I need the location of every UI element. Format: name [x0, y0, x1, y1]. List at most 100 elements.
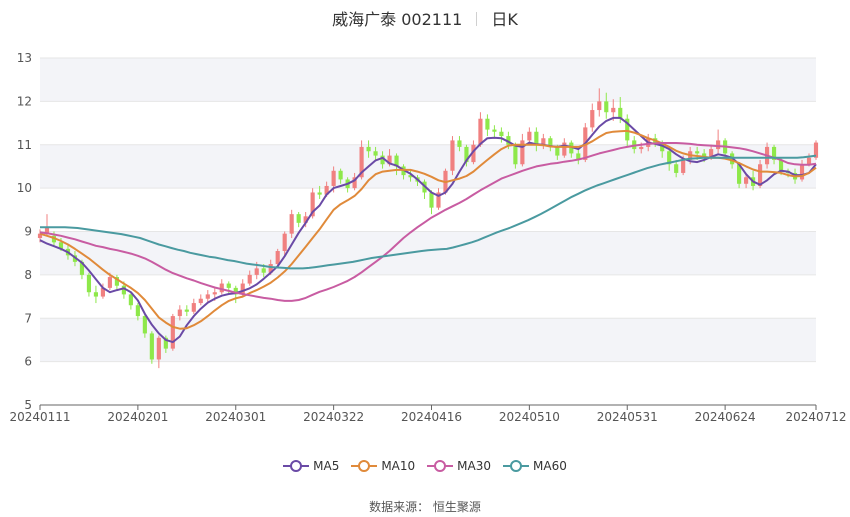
- candle-down: [233, 287, 238, 295]
- candle-down: [702, 153, 707, 158]
- x-tick-label: 20240531: [597, 410, 658, 424]
- legend-item-ma5[interactable]: MA5: [283, 459, 339, 473]
- candle-up: [471, 144, 476, 163]
- ma60-line: [40, 154, 817, 270]
- legend-label: MA30: [457, 459, 492, 473]
- period-label: 日K: [491, 10, 518, 29]
- candle-up: [541, 138, 546, 145]
- candle-up: [156, 337, 161, 360]
- candle-up: [268, 264, 273, 273]
- candle-down: [51, 235, 57, 243]
- candle-up: [219, 283, 224, 293]
- candle-down: [184, 309, 189, 312]
- background-band: [40, 144, 816, 189]
- background-bands: [40, 58, 816, 362]
- candle-up: [597, 101, 602, 111]
- candle-up: [247, 274, 252, 284]
- legend-item-ma60[interactable]: MA60: [503, 459, 567, 473]
- y-tick-label: 9: [24, 225, 32, 239]
- y-tick-label: 5: [24, 398, 32, 412]
- candle-up: [44, 227, 50, 234]
- legend: MA5 MA10 MA30 MA60: [0, 459, 850, 473]
- candle-down: [737, 164, 742, 184]
- x-tick-label: 20240322: [303, 410, 364, 424]
- candle-up: [359, 146, 364, 178]
- candle-down: [373, 151, 378, 156]
- candle-up: [289, 214, 294, 234]
- x-tick-label: 20240624: [695, 410, 756, 424]
- candle-up: [303, 216, 308, 223]
- candle-down: [695, 151, 700, 154]
- x-tick-label: 20240111: [9, 410, 70, 424]
- candle-down: [604, 101, 609, 113]
- candle-down: [114, 277, 119, 286]
- candle-down: [778, 159, 784, 171]
- y-tick-label: 7: [24, 311, 32, 325]
- candle-up: [331, 170, 336, 186]
- candle-up: [716, 140, 721, 150]
- candle-down: [485, 118, 490, 130]
- candle-down: [534, 131, 539, 145]
- candle-down: [93, 292, 99, 297]
- candle-up: [310, 192, 315, 217]
- candle-up: [107, 277, 112, 288]
- candle-down: [121, 285, 126, 295]
- legend-marker: [503, 460, 530, 472]
- candle-down: [464, 146, 469, 163]
- legend-label: MA5: [313, 459, 340, 473]
- ma30-line: [39, 142, 817, 302]
- candle-up: [681, 159, 686, 173]
- candle-down: [576, 153, 581, 160]
- candle-up: [177, 309, 182, 317]
- candle-down: [142, 316, 147, 334]
- candle-down: [674, 164, 679, 173]
- candle-up: [799, 164, 805, 180]
- x-axis: 20240111 20240201 20240301 20240322 20240416…: [9, 404, 847, 424]
- y-tick-label: 10: [17, 181, 32, 195]
- candle-up: [352, 177, 357, 189]
- candle-down: [506, 136, 511, 145]
- legend-item-ma30[interactable]: MA30: [427, 459, 491, 473]
- candle-down: [296, 214, 301, 223]
- y-tick-label: 13: [17, 51, 32, 65]
- candle-down: [338, 170, 343, 180]
- x-tick-label: 20240416: [401, 410, 462, 424]
- candle-down: [366, 146, 371, 152]
- moving-average-lines: [39, 116, 817, 344]
- candle-down: [667, 151, 672, 165]
- stock-name: 威海广泰 002111: [332, 10, 463, 29]
- candle-up: [611, 107, 616, 113]
- candle-up: [275, 251, 280, 265]
- candle-down: [660, 142, 665, 152]
- candle-up: [757, 164, 763, 186]
- legend-item-ma10[interactable]: MA10: [351, 459, 415, 473]
- candle-up: [212, 292, 217, 295]
- chart-title: 威海广泰 002111 日K: [0, 6, 850, 30]
- candle-up: [254, 268, 259, 275]
- candle-down: [618, 107, 623, 119]
- title-divider: [476, 12, 478, 26]
- ma10-line: [39, 129, 817, 330]
- candle-up: [590, 110, 595, 128]
- candle-up: [806, 157, 812, 165]
- candle-up: [562, 142, 567, 156]
- candle-down: [548, 138, 553, 147]
- y-tick-label: 8: [24, 268, 32, 282]
- candle-up: [520, 140, 525, 165]
- candle-down: [135, 305, 140, 317]
- candle-up: [100, 287, 105, 297]
- data-source: 数据来源： 恒生聚源: [369, 500, 481, 514]
- y-tick-label: 12: [17, 94, 32, 108]
- candle-down: [226, 283, 231, 288]
- candle-down: [394, 155, 399, 167]
- candle-up: [709, 149, 714, 158]
- candle-down: [128, 294, 133, 306]
- candle-down: [380, 155, 385, 165]
- background-band: [40, 231, 816, 275]
- candle-up: [324, 185, 329, 195]
- legend-label: MA60: [533, 459, 567, 473]
- candle-up: [478, 118, 483, 145]
- candle-down: [569, 142, 574, 154]
- candle-down: [58, 242, 64, 249]
